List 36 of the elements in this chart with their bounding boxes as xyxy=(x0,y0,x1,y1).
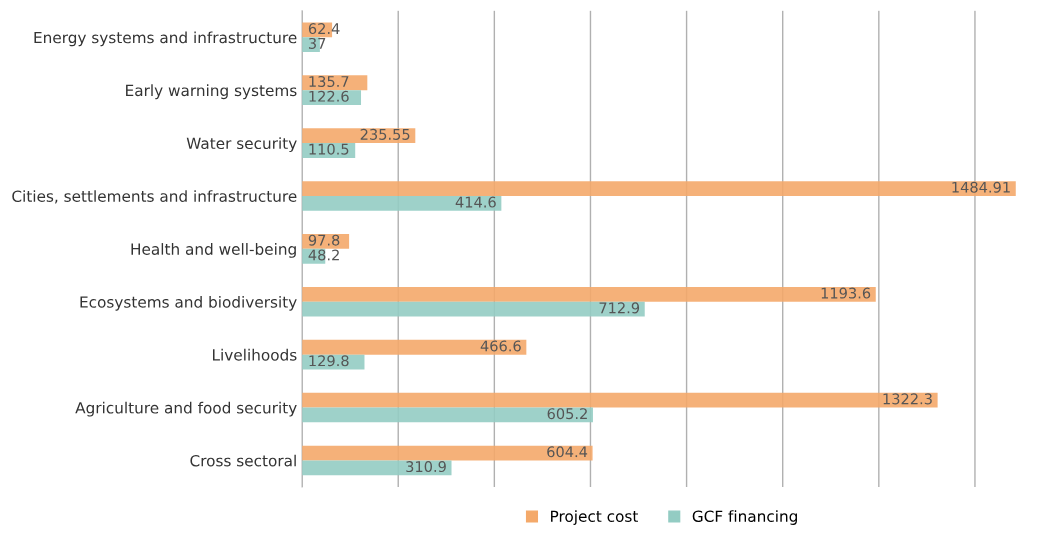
y-tick-label: Ecosystems and biodiversity xyxy=(80,295,297,311)
y-tick-label: Water security xyxy=(186,137,297,153)
legend-label: GCF financing xyxy=(692,510,797,525)
y-tick-label: Energy systems and infrastructure xyxy=(34,31,297,47)
y-tick-label: Livelihoods xyxy=(213,348,297,361)
data-label: 1322.3 xyxy=(883,393,932,405)
legend-label: Project cost xyxy=(551,510,638,525)
bar xyxy=(302,301,645,317)
bar xyxy=(302,128,416,144)
data-label: 97.8 xyxy=(308,234,340,246)
y-tick-label: Cities, settlements and infrastructure xyxy=(12,190,297,204)
bar xyxy=(302,339,527,355)
data-label: 604.4 xyxy=(547,446,588,458)
data-label: 414.6 xyxy=(455,196,496,208)
bar xyxy=(302,407,593,423)
bar xyxy=(302,181,1016,196)
data-label: 135.7 xyxy=(309,75,349,87)
data-label: 129.8 xyxy=(309,355,349,367)
data-label: 712.9 xyxy=(599,302,640,314)
y-tick-label: Health and well-being xyxy=(131,243,296,258)
data-label: 466.6 xyxy=(480,340,521,352)
data-label: 1193.6 xyxy=(821,287,871,299)
bar xyxy=(302,286,876,302)
y-tick-label: Early warning systems xyxy=(126,84,297,100)
bar xyxy=(302,195,502,211)
data-label: 605.2 xyxy=(547,408,587,420)
y-tick-label: Cross sectoral xyxy=(190,454,296,467)
data-label: 110.5 xyxy=(309,143,349,155)
data-label: 310.9 xyxy=(406,461,446,473)
bar xyxy=(302,460,452,476)
data-label: 235.55 xyxy=(360,128,410,140)
bar xyxy=(302,445,593,461)
bar xyxy=(302,392,938,408)
data-label: 122.6 xyxy=(309,90,349,102)
data-label: 1484.91 xyxy=(952,181,1010,193)
y-tick-label: Agriculture and food security xyxy=(75,401,297,417)
